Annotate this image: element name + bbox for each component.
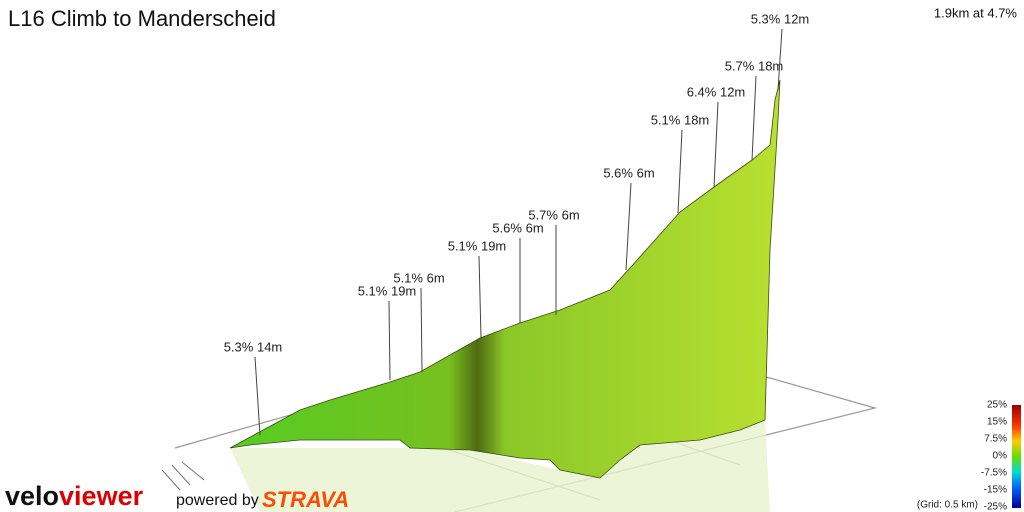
annotation: 5.7% 18m <box>725 58 784 73</box>
brand: veloviewer <box>5 481 144 511</box>
annotation: 5.6% 6m <box>603 165 654 180</box>
grid-note: (Grid: 0.5 km) <box>917 500 978 511</box>
leader-line <box>777 28 783 91</box>
scale-label: 25% <box>987 400 1007 411</box>
scale-label: -7.5% <box>981 468 1007 479</box>
title: L16 Climb to Manderscheid <box>8 6 276 31</box>
powered-by: powered by <box>176 492 259 509</box>
annotation: 5.1% 18m <box>651 112 710 127</box>
annotation: 5.3% 12m <box>751 11 810 26</box>
scale-label: 7.5% <box>984 434 1007 445</box>
shadow <box>230 420 770 512</box>
strava: STRAVA <box>262 487 349 512</box>
leader-line <box>713 101 719 188</box>
leader-line <box>625 182 632 271</box>
annotation: 5.1% 19m <box>448 238 507 253</box>
annotation: 5.3% 14m <box>224 339 283 354</box>
annotation: 5.7% 6m <box>528 207 579 222</box>
leader-line <box>254 356 261 436</box>
annotation: 5.1% 19m <box>358 283 417 298</box>
scale-label: 0% <box>993 451 1008 462</box>
color-scale <box>1012 405 1021 508</box>
annotation: 5.6% 6m <box>492 220 543 235</box>
annotation: 6.4% 12m <box>687 84 746 99</box>
scale-label: -25% <box>984 502 1007 512</box>
leader-line <box>388 300 391 381</box>
summary: 1.9km at 4.7% <box>934 5 1018 20</box>
leader-line <box>677 129 683 214</box>
leader-line <box>478 255 482 339</box>
leader-line <box>751 75 757 161</box>
compass <box>161 461 205 491</box>
profile-wall <box>229 79 781 479</box>
annotation: 5.1% 6m <box>393 270 444 285</box>
scale-label: 15% <box>987 417 1007 428</box>
leader-line <box>420 287 423 373</box>
scale-label: -15% <box>984 485 1007 496</box>
